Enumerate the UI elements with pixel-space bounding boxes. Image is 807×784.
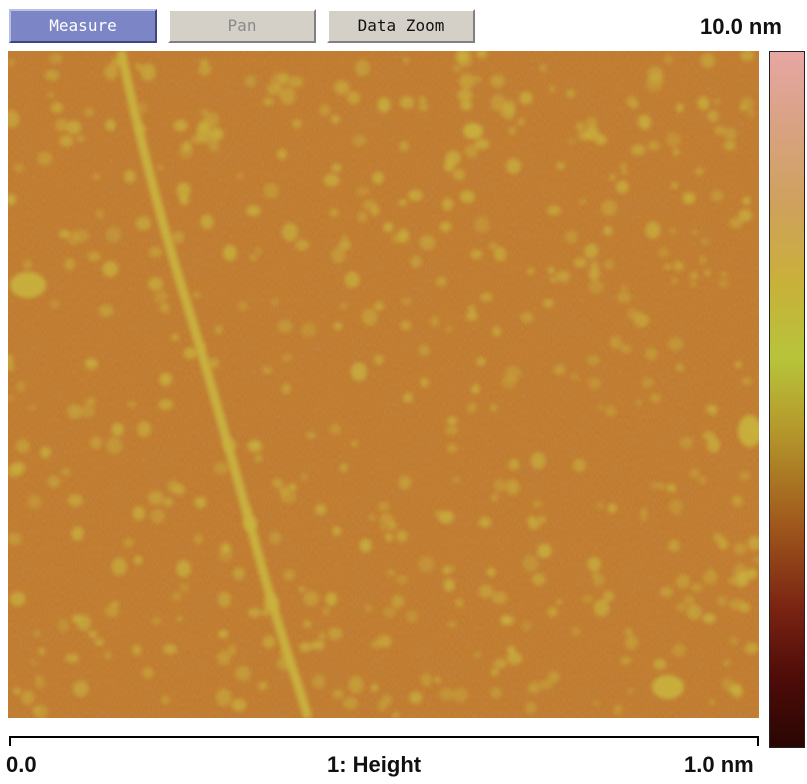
height-colorbar bbox=[769, 51, 805, 748]
afm-height-image[interactable] bbox=[8, 51, 759, 718]
x-axis-min-label: 0.0 bbox=[6, 752, 37, 777]
x-axis-scale-line bbox=[9, 736, 759, 746]
measure-button[interactable]: Measure bbox=[9, 9, 157, 43]
channel-label: 1: Height bbox=[327, 752, 422, 777]
pan-button[interactable]: Pan bbox=[168, 9, 316, 43]
data-zoom-button[interactable]: Data Zoom bbox=[327, 9, 475, 43]
x-axis-max-label: 1.0 nm bbox=[684, 752, 754, 777]
colorbar-max-label: 10.0 nm bbox=[700, 14, 782, 39]
